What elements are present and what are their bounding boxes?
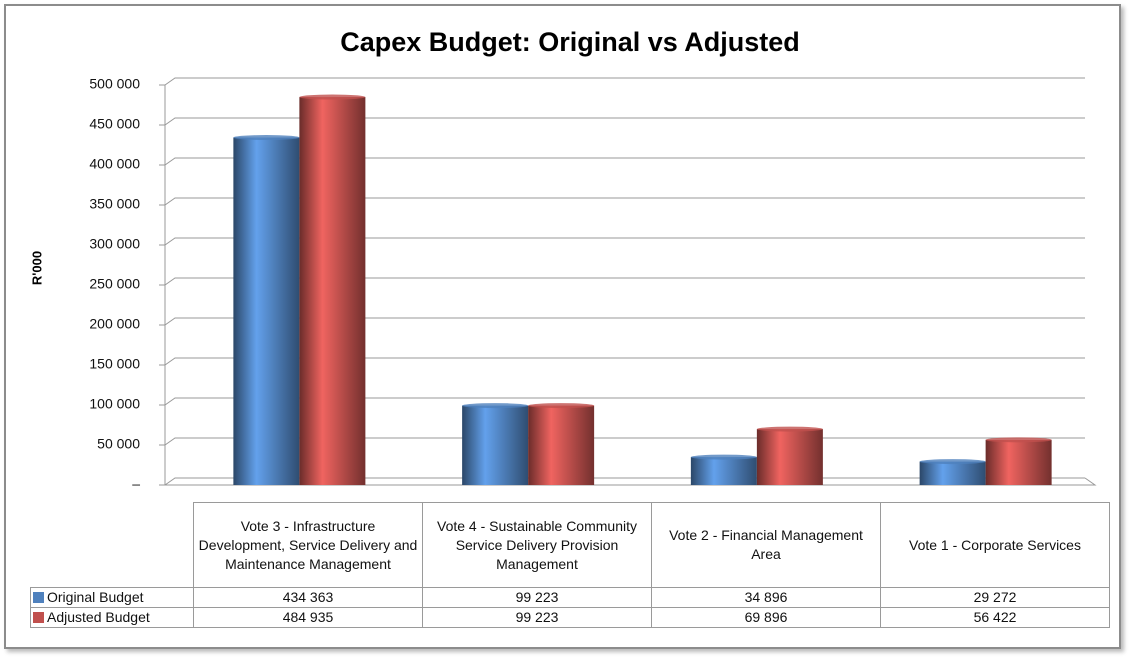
y-tick-label: 100 000 [89,396,140,412]
data-table: Vote 3 - Infrastructure Development, Ser… [30,502,1110,628]
y-tick-label: 200 000 [89,316,140,332]
table-header-row: Vote 3 - Infrastructure Development, Ser… [31,502,1110,588]
blank-cell [31,503,194,588]
category-label: Vote 3 - Infrastructure Development, Ser… [193,502,423,588]
y-tick-label: 50 000 [97,436,140,452]
bar-top [528,403,595,409]
legend-swatch [33,612,44,623]
bar-top [299,94,366,100]
value-label: 434 363 [193,587,423,608]
bar-top [233,135,300,141]
grid-line [164,117,1085,126]
y-tick-label: 250 000 [89,276,140,292]
grid-line [164,357,1085,366]
grid-line [164,77,1085,86]
value-label: 484 935 [193,607,423,628]
value-label: 34 896 [651,587,881,608]
bar [528,405,595,485]
y-axis-label: R'000 [29,251,44,285]
bar-top [985,437,1052,443]
category-label: Vote 2 - Financial Management Area [651,502,881,588]
bar [756,429,823,485]
value-label: 99 223 [422,607,652,628]
legend-label: Original Budget [47,589,144,605]
bar-top [690,454,757,460]
grid-line [164,237,1085,246]
legend-label: Adjusted Budget [47,609,150,625]
table-row: Original Budget 434 363 99 223 34 896 29 272 [30,587,1110,608]
y-tick-label: 350 000 [89,196,140,212]
bar [462,405,529,485]
bar-top [919,459,986,465]
bar-top [462,403,529,409]
bar [299,97,366,485]
legend-entry: Original Budget [30,587,194,608]
y-tick-label: 450 000 [89,116,140,132]
value-label: 69 896 [651,607,881,628]
grid-line [164,277,1085,286]
chart-title: Capex Budget: Original vs Adjusted [340,27,800,57]
category-label: Vote 4 - Sustainable Community Service D… [422,502,652,588]
bar-top [756,426,823,432]
y-tick-label: 300 000 [89,236,140,252]
category-label: Vote 1 - Corporate Services [880,502,1110,588]
bar [985,439,1052,485]
value-label: 56 422 [880,607,1110,628]
grid-line [164,397,1085,406]
bar [919,461,986,485]
y-tick-label: 500 000 [89,76,140,92]
bar [690,457,757,485]
legend-entry: Adjusted Budget [30,607,194,628]
value-label: 99 223 [422,587,652,608]
legend-swatch [33,592,44,603]
y-tick-label: 400 000 [89,156,140,172]
value-label: 29 272 [880,587,1110,608]
table-row: Adjusted Budget 484 935 99 223 69 896 56 422 [30,607,1110,628]
grid-line [164,317,1085,326]
y-tick-label: – [132,476,140,492]
y-tick-label: 150 000 [89,356,140,372]
grid-line [164,197,1085,206]
grid-line [164,157,1085,166]
bar [233,137,300,486]
